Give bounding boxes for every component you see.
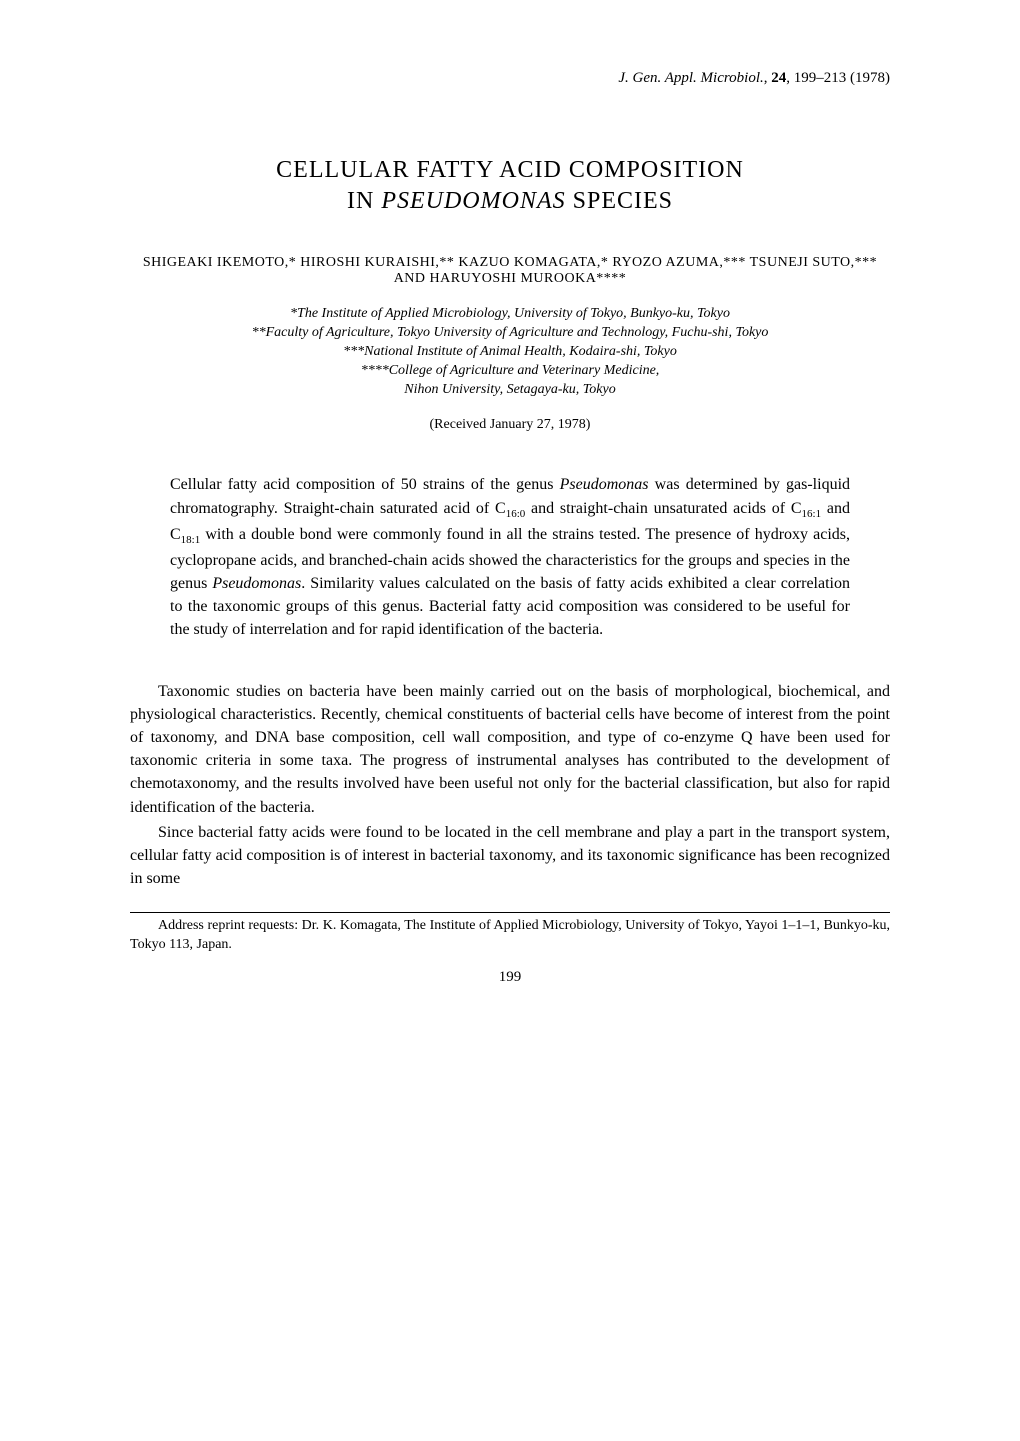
abstract: Cellular fatty acid composition of 50 st… bbox=[130, 473, 890, 641]
affiliation-1: *The Institute of Applied Microbiology, … bbox=[130, 305, 890, 324]
journal-pages: 199–213 bbox=[794, 70, 847, 86]
body-text: Taxonomic studies on bacteria have been … bbox=[130, 680, 890, 891]
abs-seg3: and straight-chain unsaturated acids of … bbox=[525, 500, 801, 517]
body-paragraph-1: Taxonomic studies on bacteria have been … bbox=[130, 680, 890, 819]
title-suffix: SPECIES bbox=[566, 188, 673, 214]
journal-year: (1978) bbox=[850, 70, 890, 86]
journal-volume: 24 bbox=[771, 70, 786, 86]
affiliation-3: ***National Institute of Animal Health, … bbox=[130, 343, 890, 362]
footnote: Address reprint requests: Dr. K. Komagat… bbox=[130, 917, 890, 955]
title-prefix: IN bbox=[347, 188, 381, 214]
received-date: (Received January 27, 1978) bbox=[130, 417, 890, 433]
journal-name: J. Gen. Appl. Microbiol. bbox=[618, 70, 763, 86]
authors: SHIGEAKI IKEMOTO,* HIROSHI KURAISHI,** K… bbox=[130, 255, 890, 287]
article-title-line2: IN PSEUDOMONAS SPECIES bbox=[130, 188, 890, 215]
affiliation-5: Nihon University, Setagaya-ku, Tokyo bbox=[130, 381, 890, 400]
abs-sub3: 18:1 bbox=[181, 534, 201, 546]
footnote-rule bbox=[130, 912, 890, 913]
abs-seg1: Cellular fatty acid composition of 50 st… bbox=[170, 476, 560, 493]
page-number: 199 bbox=[130, 969, 890, 986]
affiliations: *The Institute of Applied Microbiology, … bbox=[130, 305, 890, 399]
journal-citation: J. Gen. Appl. Microbiol., 24, 199–213 (1… bbox=[130, 70, 890, 87]
abs-sub1: 16:0 bbox=[506, 508, 526, 520]
affiliation-4: ****College of Agriculture and Veterinar… bbox=[130, 362, 890, 381]
abs-sub2: 16:1 bbox=[802, 508, 822, 520]
title-genus: PSEUDOMONAS bbox=[381, 188, 565, 214]
abs-genus1: Pseudomonas bbox=[560, 476, 649, 493]
affiliation-2: **Faculty of Agriculture, Tokyo Universi… bbox=[130, 324, 890, 343]
abs-genus2: Pseudomonas bbox=[212, 575, 301, 592]
body-paragraph-2: Since bacterial fatty acids were found t… bbox=[130, 821, 890, 891]
article-title-line1: CELLULAR FATTY ACID COMPOSITION bbox=[130, 157, 890, 184]
